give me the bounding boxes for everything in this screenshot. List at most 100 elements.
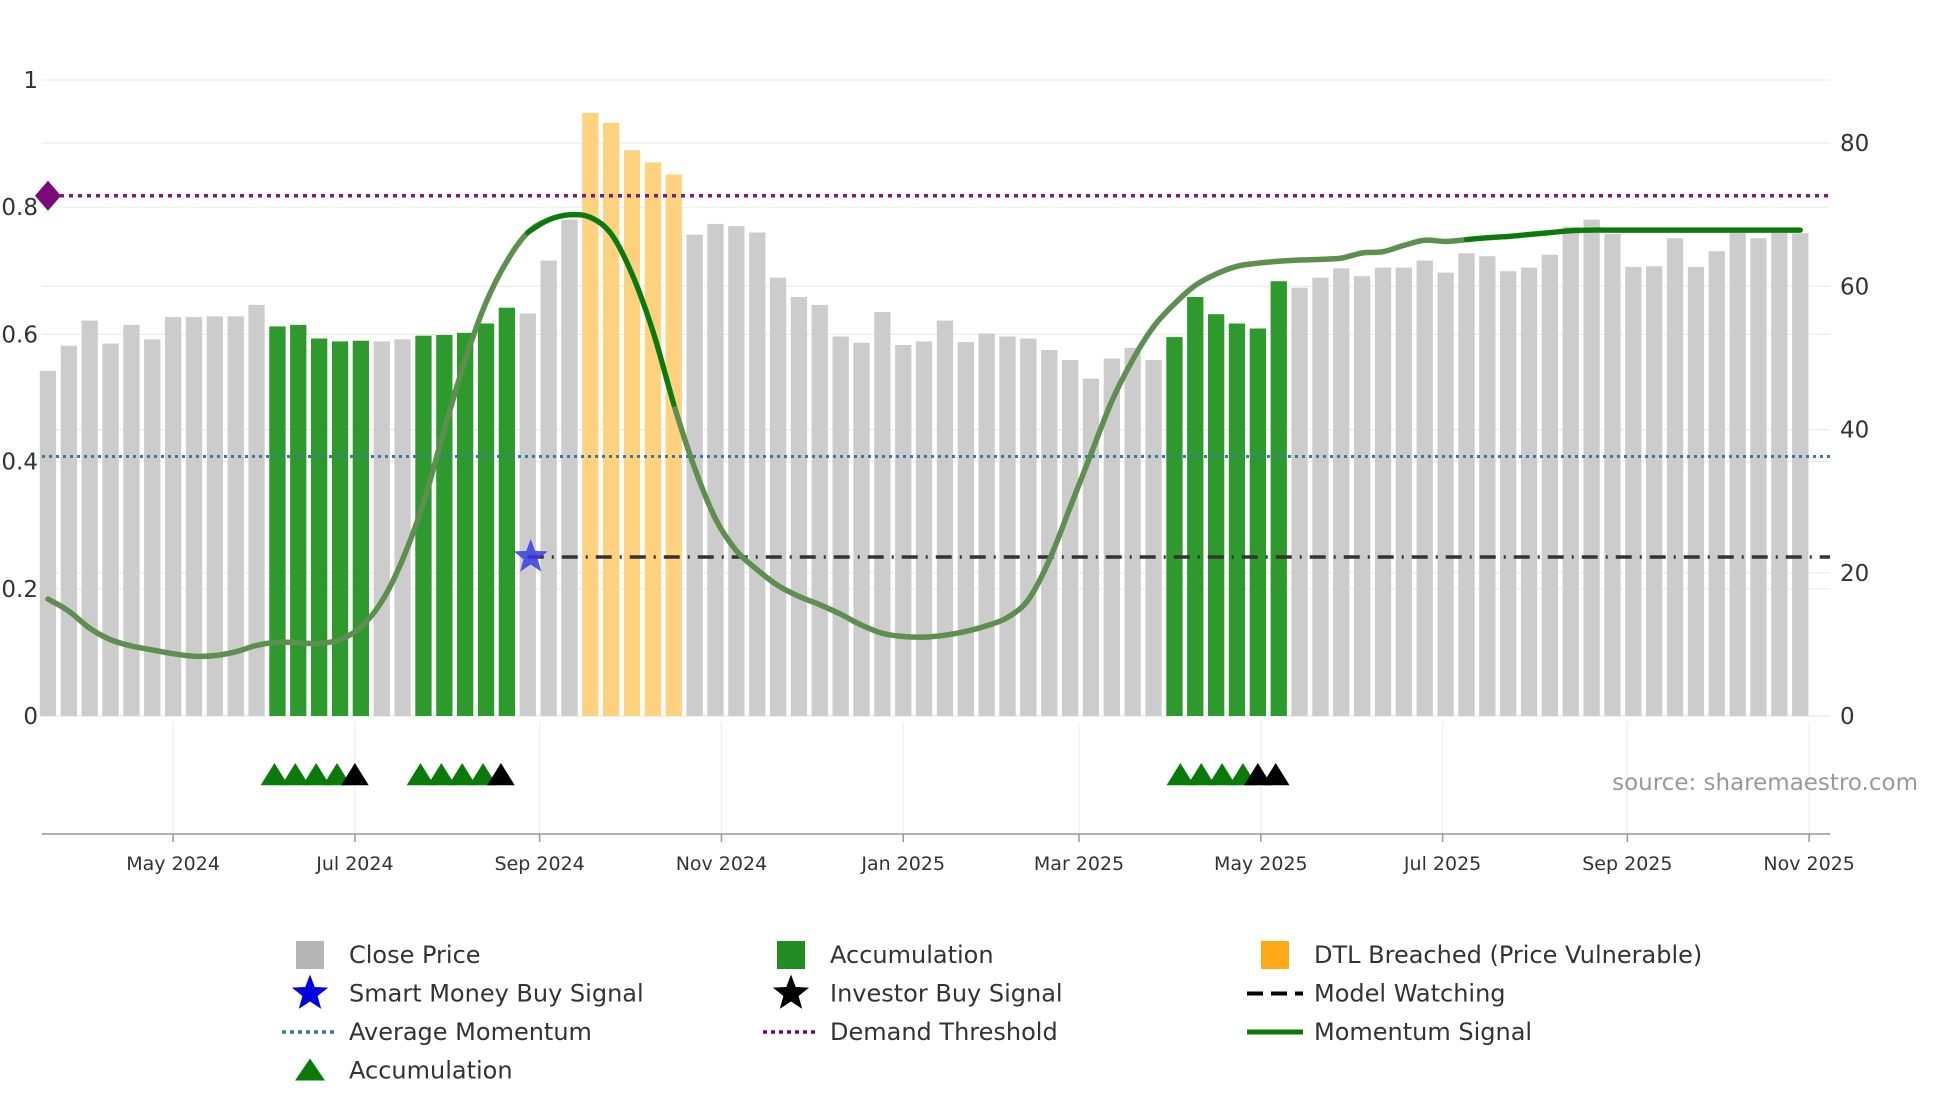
close-price-bar — [1354, 276, 1371, 716]
right-axis-tick-label: 0 — [1840, 704, 1855, 730]
close-price-bar — [60, 345, 77, 716]
x-axis-tick-label: Sep 2025 — [1582, 853, 1672, 875]
legend-label: Close Price — [349, 941, 481, 969]
accumulation-bar — [1270, 281, 1287, 716]
close-price-bar — [728, 226, 745, 716]
close-price-bar — [1041, 350, 1058, 716]
source-text: source: sharemaestro.com — [1612, 770, 1918, 796]
x-axis-tick-label: Jul 2025 — [1403, 853, 1481, 875]
accumulation-bar — [1228, 323, 1246, 716]
accumulation-bar — [1166, 337, 1183, 716]
dtl-breached-bar — [623, 150, 641, 716]
close-price-bar — [519, 313, 536, 716]
right-axis-tick-label: 20 — [1840, 561, 1869, 587]
legend-smart-money-star-icon — [291, 974, 329, 1009]
close-price-bar — [165, 317, 182, 716]
close-price-bar — [1666, 238, 1684, 717]
close-price-bar — [749, 232, 766, 716]
accumulation-triangle-marker — [1166, 763, 1195, 786]
accumulation-triangle-marker — [469, 763, 497, 786]
accumulation-bar — [311, 338, 328, 716]
x-axis-tick-label: Nov 2025 — [1763, 853, 1854, 875]
accumulation-triangle-marker — [302, 763, 330, 786]
close-price-bar — [185, 317, 203, 716]
investor-triangle-marker — [487, 763, 515, 786]
close-price-bar — [790, 297, 808, 716]
close-price-bar — [248, 304, 265, 716]
close-price-bar — [811, 304, 828, 716]
accumulation-bar — [1249, 328, 1266, 716]
left-axis-tick-label: 0.6 — [1, 322, 38, 348]
close-price-bar — [832, 336, 849, 716]
accumulation-triangle-marker — [427, 763, 456, 786]
accumulation-triangle-marker — [448, 763, 476, 786]
close-price-bar — [102, 343, 119, 716]
right-axis-tick-label: 60 — [1840, 274, 1869, 300]
legend-item: Average Momentum — [282, 1018, 592, 1046]
close-price-bar — [999, 336, 1016, 716]
close-price-bar — [394, 339, 411, 716]
accumulation-bar — [457, 332, 474, 716]
close-price-bar — [1124, 347, 1141, 716]
close-price-bar — [1687, 266, 1705, 716]
accumulation-bar — [352, 340, 369, 716]
legend-item: Momentum Signal — [1247, 1018, 1532, 1046]
dtl-breached-bar — [665, 174, 682, 716]
accumulation-triangle-marker — [1187, 763, 1216, 786]
close-price-bar — [853, 342, 870, 716]
left-axis-tick-label: 0.4 — [1, 450, 38, 476]
legend-swatch-square — [1261, 941, 1289, 969]
accumulation-bar — [498, 307, 515, 716]
dtl-breached-bar — [644, 162, 662, 717]
close-price-bar — [915, 341, 933, 716]
close-price-bar — [1541, 254, 1558, 716]
close-price-bar — [1625, 266, 1642, 716]
dtl-breached-bar — [582, 112, 599, 716]
reference-lines-layer — [42, 194, 1830, 559]
investor-triangle-marker — [1261, 763, 1290, 786]
legend-label: Investor Buy Signal — [830, 980, 1063, 1008]
right-axis-tick-label: 40 — [1840, 418, 1869, 444]
right-axis-tick-label: 80 — [1840, 131, 1869, 157]
accumulation-bar — [1187, 297, 1204, 716]
legend-triangle-icon — [295, 1058, 325, 1081]
legend-item: Model Watching — [1247, 980, 1506, 1008]
x-axis-tick-label: Nov 2024 — [676, 853, 767, 875]
dtl-breached-bar — [603, 122, 620, 716]
axis-layer: 0 0.2 0.4 0.6 0.8 1 0 20 40 60 80 May 2024 Jul 2024 S… — [1, 68, 1869, 875]
momentum-signal-strong-segment — [525, 212, 677, 407]
legend-label: Accumulation — [349, 1057, 513, 1085]
close-price-bar — [707, 223, 724, 716]
close-price-bar — [1395, 267, 1412, 716]
accumulation-bar — [290, 324, 307, 716]
left-axis-tick-label: 0 — [23, 704, 38, 730]
close-price-bar — [1750, 238, 1767, 717]
smart-money-buy-signal-star — [513, 539, 548, 572]
close-price-bar — [1646, 266, 1663, 716]
momentum-signal-strong-segment — [1463, 227, 1803, 243]
bars-layer — [39, 112, 1809, 717]
close-price-bar — [373, 341, 390, 716]
close-price-bar — [1291, 287, 1308, 716]
x-axis-tick-label: Sep 2024 — [495, 853, 585, 875]
close-price-bar — [769, 277, 787, 716]
accumulation-triangle-marker — [323, 763, 351, 786]
left-axis-tick-label: 0.8 — [1, 195, 38, 221]
close-price-bar — [874, 312, 891, 716]
legend-item: Close Price — [296, 941, 481, 969]
accumulation-triangle-marker — [281, 763, 310, 786]
close-price-bar — [1771, 231, 1788, 717]
close-price-bar — [1062, 360, 1079, 716]
close-price-bar — [123, 324, 140, 716]
accumulation-bar — [1208, 314, 1225, 716]
close-price-bar — [1479, 256, 1496, 716]
legend-label: Momentum Signal — [1314, 1018, 1532, 1046]
close-price-bar — [144, 339, 161, 716]
accumulation-bar — [477, 323, 495, 716]
close-price-bar — [1374, 267, 1392, 716]
investor-triangle-marker — [341, 763, 369, 786]
close-price-bar — [1458, 253, 1475, 717]
accumulation-bar — [331, 341, 349, 716]
x-axis-tick-label: Jan 2025 — [860, 853, 945, 875]
